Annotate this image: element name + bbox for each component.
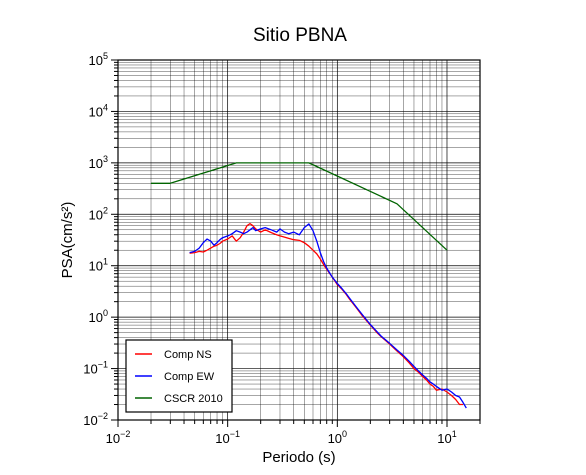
x-tick-label: 100 [328,429,347,446]
legend: Comp NS Comp EW CSCR 2010 [125,339,233,413]
y-tick-label: 100 [89,308,108,325]
x-axis-label: Periodo (s) [262,449,335,466]
x-tick-label: 10−1 [215,429,240,446]
y-tick-label: 103 [89,154,108,171]
x-tick-labels: 10−2 10−1 100 101 [106,429,457,446]
y-tick-label: 104 [89,102,108,119]
x-tick-label: 10−2 [106,429,131,446]
legend-label: Comp EW [164,371,215,383]
y-tick-label: 105 [89,51,108,68]
series-group [151,162,467,409]
legend-label: Comp NS [164,349,212,361]
y-tick-label: 101 [89,257,108,274]
plot-frame [117,59,481,421]
y-axis-label: PSA(cm/s²) [59,202,76,279]
series-line-3 [151,162,448,251]
y-tick-label: 10−2 [83,411,108,428]
chart-title: Sitio PBNA [253,25,347,46]
y-tick-label: 10−1 [83,360,108,377]
y-tick-labels: 10−2 10−1 100 101 102 103 104 105 [83,51,108,428]
legend-label: CSCR 2010 [164,393,223,405]
series-line-1 [189,222,463,406]
x-tick-label: 101 [437,429,456,446]
y-tick-label: 102 [89,205,108,222]
series-line-2 [189,223,467,409]
tick-marks [111,59,481,427]
